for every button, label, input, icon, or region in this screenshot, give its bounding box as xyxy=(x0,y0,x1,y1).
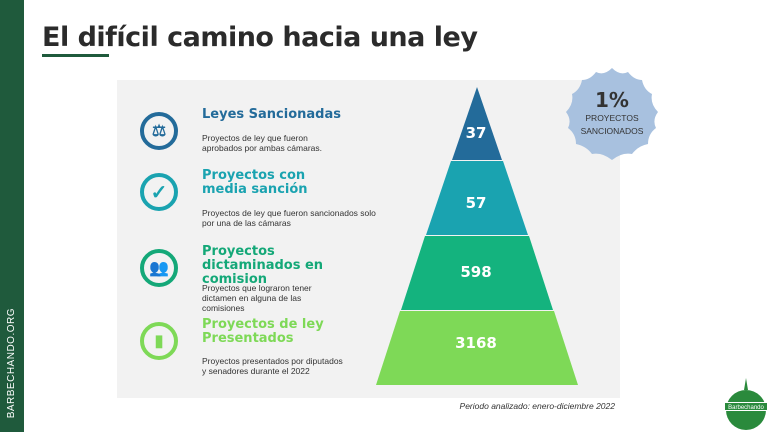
percentage-badge xyxy=(566,68,658,160)
item-desc: Proyectos presentados por diputados y se… xyxy=(202,356,343,376)
item-desc: Proyectos que lograron tener dictamen en… xyxy=(202,283,312,313)
meeting-icon: 👥 xyxy=(140,249,178,287)
badge-line1: PROYECTOS xyxy=(585,113,639,123)
value-presentados: 3168 xyxy=(455,334,497,352)
gavel-icon: ⚖ xyxy=(140,112,178,150)
pyramid-level-3 xyxy=(401,236,553,310)
badge-text: 1% PROYECTOS SANCIONADOS xyxy=(562,88,662,138)
badge-line2: SANCIONADOS xyxy=(580,126,644,136)
documents-icon: ▮ xyxy=(140,322,178,360)
barbechando-logo: Barbechando xyxy=(724,378,768,430)
item-title: Leyes Sancionadas xyxy=(202,107,341,122)
value-media-sancion: 57 xyxy=(465,194,487,212)
value-sancionadas: 37 xyxy=(465,124,487,142)
pyramid-level-2 xyxy=(426,161,528,235)
svg-text:Barbechando: Barbechando xyxy=(728,405,764,411)
badge-value: 1% xyxy=(595,88,629,112)
value-dictaminados: 598 xyxy=(460,263,492,281)
side-bar: BARBECHANDO.ORG xyxy=(0,0,24,432)
item-title: Proyectos dictaminados en comision xyxy=(202,244,324,287)
item-title: Proyectos con media sanción xyxy=(202,168,308,197)
check-icon: ✓ xyxy=(140,173,178,211)
period-note: Periodo analizado: enero-diciembre 2022 xyxy=(459,401,615,411)
pyramid-level-1 xyxy=(452,87,502,160)
item-title: Proyectos de ley Presentados xyxy=(202,317,324,346)
item-desc: Proyectos de ley que fueron aprobados po… xyxy=(202,133,323,153)
pyramid-level-4 xyxy=(376,311,578,385)
title-underline xyxy=(42,54,109,57)
item-desc: Proyectos de ley que fueron sancionados … xyxy=(202,208,376,228)
page-title: El difícil camino hacia una ley xyxy=(42,22,478,53)
